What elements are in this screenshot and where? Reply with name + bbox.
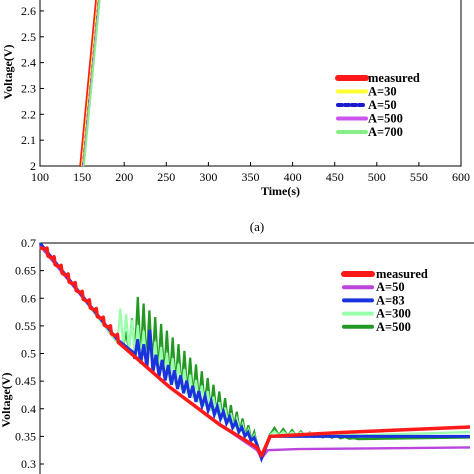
legend-label: A=30 [368,85,397,99]
legend-label: A=83 [376,293,405,307]
legend-label: A=50 [376,280,405,294]
series-line [82,0,101,167]
legend-label: A=50 [368,98,397,112]
y-tick-label: 0.6 [21,291,36,305]
legend-label: measured [368,71,420,85]
y-tick-label: 2.3 [21,81,36,95]
y-tick-label: 2.2 [21,107,36,121]
x-tick-label: 400 [284,170,302,184]
y-tick-label: 2 [30,159,36,173]
y-tick-label: 2.6 [21,4,36,18]
plot-frame [39,242,474,474]
series-line [39,245,471,458]
x-tick-label: 450 [326,170,344,184]
legend-label: A=500 [376,320,411,334]
y-tick-label: 2.5 [21,30,36,44]
legend-label: A=500 [368,112,403,126]
y-axis-label: Voltage(V) [1,45,15,100]
y-tick-label: 2.4 [21,56,36,70]
x-tick-label: 300 [199,170,217,184]
y-tick-label: 0.3 [21,457,36,471]
x-tick-label: 500 [368,170,386,184]
x-tick-label: 550 [410,170,428,184]
x-tick-label: 600 [452,170,470,184]
y-tick-label: 0.4 [21,402,36,416]
y-tick-label: 0.65 [15,264,36,278]
y-tick-label: 0.55 [15,319,36,333]
x-tick-label: 200 [115,170,133,184]
y-tick-label: 0.35 [15,429,36,443]
x-tick-label: 150 [73,170,91,184]
bottom-chart: 0.3 0.35 0.4 0.45 0.5 0.55 0.6 0.65 0.7 Voltage(V… [0,236,474,474]
legend-label: A=300 [376,307,411,321]
y-tick-label: 0.7 [21,236,36,250]
y-tick-label: 0.45 [15,374,36,388]
panel-caption: (a) [250,219,264,234]
series-line [38,242,470,463]
y-tick-label: 0.5 [21,347,36,361]
y-axis-label: Voltage(V) [0,373,13,428]
top-chart: 100 150 200 250 300 350 400 450 500 550 600 2 2.1 2.2… [1,0,470,198]
x-tick-label: 350 [242,170,260,184]
x-tick-label: 100 [31,170,49,184]
y-tick-label: 2.1 [21,133,36,147]
legend-label: A=700 [368,125,403,139]
x-tick-label: 250 [157,170,175,184]
legend-label: measured [376,267,428,281]
x-axis-label: Time(s) [261,184,300,198]
